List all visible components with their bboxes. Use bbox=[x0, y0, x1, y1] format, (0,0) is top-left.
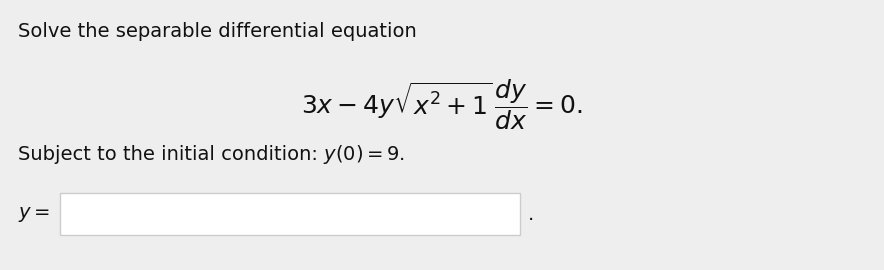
Text: $y(0) = 9.$: $y(0) = 9.$ bbox=[323, 143, 405, 167]
Text: .: . bbox=[528, 205, 534, 224]
Text: $y =$: $y =$ bbox=[18, 205, 50, 224]
FancyBboxPatch shape bbox=[60, 193, 520, 235]
Text: Subject to the initial condition:: Subject to the initial condition: bbox=[18, 146, 324, 164]
Text: $3x - 4y\sqrt{x^2+1}\,\dfrac{dy}{dx} = 0.$: $3x - 4y\sqrt{x^2+1}\,\dfrac{dy}{dx} = 0… bbox=[301, 77, 583, 132]
Text: Solve the separable differential equation: Solve the separable differential equatio… bbox=[18, 22, 416, 41]
